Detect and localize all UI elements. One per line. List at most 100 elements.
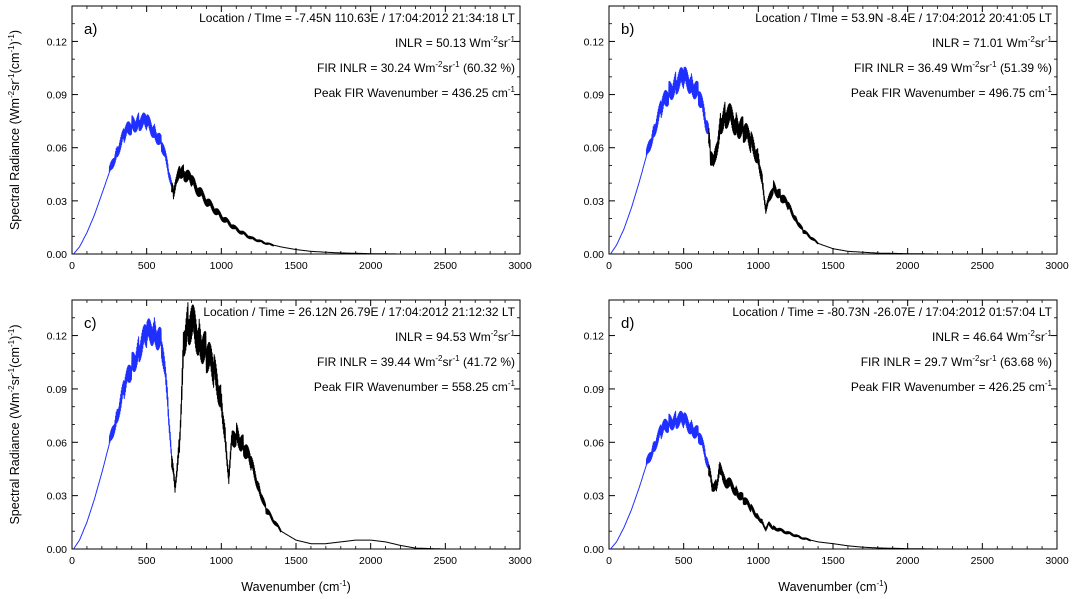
x-tick-label: 1000 (747, 555, 771, 567)
y-tick-label: 0.03 (584, 196, 605, 208)
peak-fir-text-part-0: -1 (1045, 85, 1053, 94)
inlr-text-main: INLR = 94.53 Wm (395, 330, 491, 344)
y-axis-title: Spectral Radiance (Wm-2sr-1(cm-1)-1) (7, 30, 22, 230)
y-tick-label: 0.06 (47, 143, 68, 155)
y-tick-label: 0.00 (584, 544, 605, 556)
x-tick-label: 0 (69, 555, 75, 567)
y-tick-label: 0.06 (47, 437, 68, 449)
x-axis-title-sup: -1 (339, 579, 347, 588)
y-axis-title-part-2: -1 (7, 73, 16, 81)
y-axis-title-part-7: ) (8, 324, 22, 328)
x-axis-title-close: ) (884, 580, 888, 594)
inlr-text-part-2: -1 (1045, 35, 1053, 44)
x-tick-label: 500 (138, 555, 156, 567)
y-tick-label: 0.06 (584, 437, 605, 449)
location-time-text: Location / Time = -80.73N -26.07E / 17:0… (732, 305, 1052, 319)
panel-a: 0 500 1000 1500 2000 2500 3000 0.00 0.03 0.06 0.09… (7, 5, 532, 272)
inlr-text: INLR = 94.53 Wm-2sr-1 (395, 329, 515, 344)
y-axis-title-main: Spectral Radiance (Wm (8, 98, 22, 230)
peak-fir-text-main: Peak FIR Wavenumber = 426.25 cm (851, 380, 1045, 394)
inlr-text-part-2: -1 (508, 35, 516, 44)
fir-inlr-text-main: FIR INLR = 36.49 Wm (854, 61, 972, 75)
inlr-text-part-2: -1 (508, 329, 516, 338)
panel-c: 0 500 1000 1500 2000 2500 3000 0.00 0.03 0.06 0.09… (7, 299, 532, 594)
y-tick-label: 0.06 (584, 143, 605, 155)
fir-inlr-percent: (41.72 %) (460, 355, 515, 369)
peak-fir-text-main: Peak FIR Wavenumber = 436.25 cm (314, 86, 508, 100)
panel-label: d) (621, 315, 634, 332)
mir-series-line (171, 164, 521, 255)
y-axis-title-part-4: -1 (7, 45, 16, 53)
fir-inlr-percent: (51.39 %) (997, 61, 1052, 75)
fir-inlr-text: FIR INLR = 39.44 Wm-2sr-1 (41.72 %) (317, 354, 515, 369)
y-axis-title-part-1: sr (8, 81, 22, 91)
fir-inlr-text-part-1: sr (980, 61, 990, 75)
x-tick-label: 500 (138, 260, 156, 272)
location-time-text: Location / Time = 26.12N 26.79E / 17:04:… (203, 305, 515, 319)
fir-inlr-text-part-1: sr (980, 355, 990, 369)
y-tick-label: 0.12 (47, 331, 68, 343)
peak-fir-text-main: Peak FIR Wavenumber = 558.25 cm (314, 380, 508, 394)
x-tick-label: 500 (675, 555, 693, 567)
y-axis-title-part-3: (cm (8, 347, 22, 368)
y-tick-label: 0.03 (47, 196, 68, 208)
x-tick-label: 0 (606, 260, 612, 272)
peak-fir-text-part-0: -1 (508, 379, 516, 388)
fir-inlr-text-main: FIR INLR = 29.7 Wm (861, 355, 973, 369)
peak-fir-text-part-0: -1 (1045, 379, 1053, 388)
x-tick-label: 3000 (508, 260, 532, 272)
panel-label: a) (84, 21, 97, 38)
y-tick-label: 0.12 (584, 331, 605, 343)
inlr-text-part-1: sr (498, 36, 508, 50)
mir-series-line (708, 461, 1058, 550)
fir-inlr-text: FIR INLR = 29.7 Wm-2sr-1 (63.68 %) (861, 354, 1052, 369)
y-axis-title-part-4: -1 (7, 339, 16, 347)
inlr-text-main: INLR = 46.64 Wm (932, 330, 1028, 344)
fir-inlr-text-part-2: -1 (990, 60, 998, 69)
peak-fir-text: Peak FIR Wavenumber = 436.25 cm-1 (314, 85, 516, 100)
fir-inlr-text-main: FIR INLR = 30.24 Wm (317, 61, 435, 75)
y-tick-label: 0.00 (584, 249, 605, 261)
fir-inlr-text-part-0: -2 (435, 60, 443, 69)
x-tick-label: 2000 (359, 555, 383, 567)
y-axis-title-part-2: -1 (7, 367, 16, 375)
y-axis-title-part-5: ) (8, 41, 22, 45)
fir-series-line (73, 317, 173, 550)
x-tick-label: 1000 (210, 260, 234, 272)
peak-fir-text: Peak FIR Wavenumber = 558.25 cm-1 (314, 379, 516, 394)
y-axis-title-part-5: ) (8, 336, 22, 340)
x-axis-title: Wavenumber (cm-1) (778, 579, 887, 594)
x-tick-label: 2500 (434, 260, 458, 272)
y-tick-label: 0.00 (47, 249, 68, 261)
y-tick-label: 0.09 (584, 384, 605, 396)
x-axis-title-main: Wavenumber (cm (241, 580, 339, 594)
x-tick-label: 1500 (821, 260, 845, 272)
x-tick-label: 1500 (821, 555, 845, 567)
x-tick-label: 500 (675, 260, 693, 272)
fir-inlr-text: FIR INLR = 36.49 Wm-2sr-1 (51.39 %) (854, 60, 1052, 75)
peak-fir-text-main: Peak FIR Wavenumber = 496.75 cm (851, 86, 1045, 100)
x-tick-label: 2500 (434, 555, 458, 567)
y-tick-label: 0.12 (47, 36, 68, 48)
peak-fir-text: Peak FIR Wavenumber = 496.75 cm-1 (851, 85, 1053, 100)
x-tick-label: 0 (69, 260, 75, 272)
x-axis-title: Wavenumber (cm-1) (241, 579, 350, 594)
x-tick-label: 3000 (508, 555, 532, 567)
inlr-text-part-0: -2 (491, 35, 499, 44)
peak-fir-text-part-0: -1 (508, 85, 516, 94)
fir-inlr-percent: (63.68 %) (997, 355, 1052, 369)
x-tick-label: 1000 (210, 555, 234, 567)
fir-series-line (73, 112, 173, 255)
x-tick-label: 1500 (284, 260, 308, 272)
panel-label: b) (621, 21, 634, 38)
y-axis-title-part-0: -2 (7, 90, 16, 98)
inlr-text: INLR = 46.64 Wm-2sr-1 (932, 329, 1052, 344)
fir-inlr-text-part-2: -1 (453, 60, 461, 69)
y-tick-label: 0.03 (584, 491, 605, 503)
x-tick-label: 2000 (896, 555, 920, 567)
inlr-text: INLR = 50.13 Wm-2sr-1 (395, 35, 515, 50)
fir-inlr-text-part-0: -2 (435, 354, 443, 363)
x-tick-label: 3000 (1045, 260, 1069, 272)
y-axis-title-part-3: (cm (8, 53, 22, 74)
fir-series-line (610, 66, 710, 255)
